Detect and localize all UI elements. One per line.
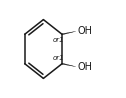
Text: OH: OH [78,62,93,72]
Text: or1: or1 [52,37,64,43]
Polygon shape [62,63,76,67]
Polygon shape [62,31,76,35]
Text: OH: OH [78,26,93,36]
Text: or1: or1 [52,55,64,61]
